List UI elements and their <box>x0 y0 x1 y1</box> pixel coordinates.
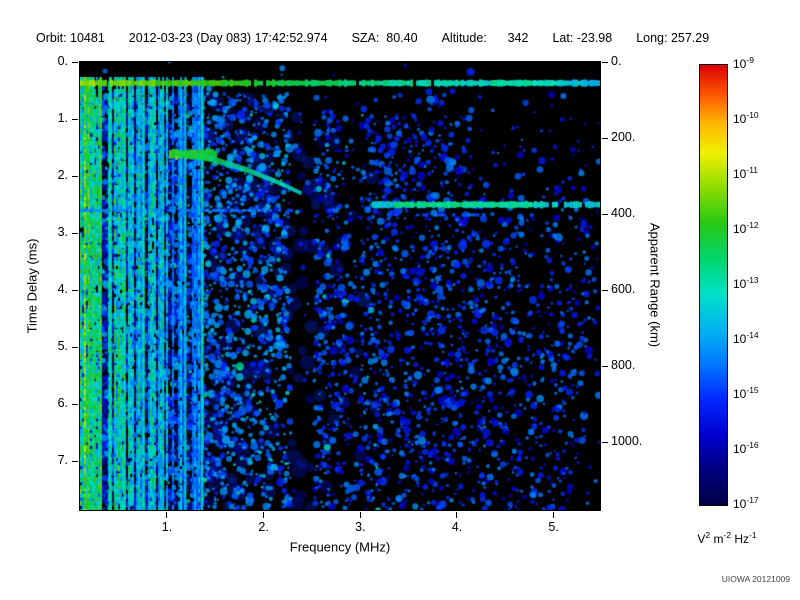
header-field-lat: Lat: -23.98 <box>552 31 613 45</box>
y-left-tick-mark <box>72 289 78 291</box>
header: Orbit: 10481 2012-03-23 (Day 083) 17:42:… <box>36 31 709 45</box>
y-left-tick-mark <box>72 175 78 177</box>
y-left-tick-mark <box>72 403 78 405</box>
y-left-tick-label: 3. <box>57 225 68 240</box>
header-field-long: Long: 257.29 <box>636 31 710 45</box>
y-right-tick-label: 400. <box>611 206 636 221</box>
y-left-tick-label: 7. <box>57 453 68 468</box>
spectrogram-plot <box>79 61 601 511</box>
y-left-tick-label: 2. <box>57 168 68 183</box>
y-right-tick-label: 1000. <box>611 434 643 449</box>
header-field-altitude: Altitude: 342 <box>441 31 529 45</box>
y-right-tick-label: 800. <box>611 358 636 373</box>
header-field-datetime: 2012-03-23 (Day 083) 17:42:52.974 <box>128 31 328 45</box>
y-right-tick-mark <box>602 61 608 63</box>
colorbar-gradient <box>700 65 727 505</box>
y-right-tick-label: 600. <box>611 282 636 297</box>
x-tick-mark <box>263 512 265 518</box>
colorbar-tick-label: 10-17 <box>733 495 759 511</box>
x-tick-label: 5. <box>548 520 559 534</box>
colorbar-tick-label: 10-9 <box>733 55 754 71</box>
y-left-tick-label: 6. <box>57 396 68 411</box>
y-right-tick-mark <box>602 365 608 367</box>
x-tick-label: 3. <box>355 520 366 534</box>
y-left-tick-mark <box>72 346 78 348</box>
colorbar-tick-label: 10-13 <box>733 275 759 291</box>
spectrogram-canvas <box>80 62 600 510</box>
x-tick-label: 4. <box>451 520 463 534</box>
x-tick-label: 1. <box>161 520 173 534</box>
y-right-tick-mark <box>602 137 608 139</box>
y-left-tick-mark <box>72 61 78 63</box>
x-axis-title: Frequency (MHz) <box>289 539 391 555</box>
header-field-orbit: Orbit: 10481 <box>36 31 105 45</box>
y-left-tick-mark <box>72 460 78 462</box>
colorbar-tick-label: 10-16 <box>733 440 759 456</box>
x-tick-mark <box>553 512 555 518</box>
colorbar-tick-label: 10-15 <box>733 385 759 401</box>
y-left-tick-label: 0. <box>57 54 68 68</box>
y-left-tick-label: 4. <box>57 282 68 297</box>
y-right-tick-label: 200. <box>611 130 636 145</box>
y-left-tick-label: 5. <box>57 339 68 354</box>
colorbar-tick-label: 10-12 <box>733 220 759 236</box>
x-tick-mark <box>359 512 361 518</box>
watermark: UIOWA 20121009 <box>721 574 790 584</box>
y-left-tick-mark <box>72 232 78 234</box>
x-tick-label: 2. <box>258 520 269 534</box>
colorbar <box>699 64 728 506</box>
colorbar-unit-label: V2 m-2 Hz-1 <box>697 530 757 546</box>
y-right-tick-mark <box>602 289 608 291</box>
colorbar-tick-label: 10-10 <box>733 110 759 126</box>
y-right-tick-mark <box>602 441 608 443</box>
y-left-tick-mark <box>72 118 78 120</box>
x-tick-mark <box>166 512 168 518</box>
x-tick-mark <box>456 512 458 518</box>
colorbar-tick-label: 10-11 <box>733 165 759 181</box>
y-axis-title-right: Apparent Range (km) <box>647 222 663 348</box>
y-right-tick-mark <box>602 213 608 215</box>
colorbar-tick-label: 10-14 <box>733 330 759 346</box>
header-field-sza: SZA: 80.40 <box>351 31 418 45</box>
y-left-tick-label: 1. <box>57 111 68 126</box>
y-right-tick-label: 0. <box>611 54 622 68</box>
